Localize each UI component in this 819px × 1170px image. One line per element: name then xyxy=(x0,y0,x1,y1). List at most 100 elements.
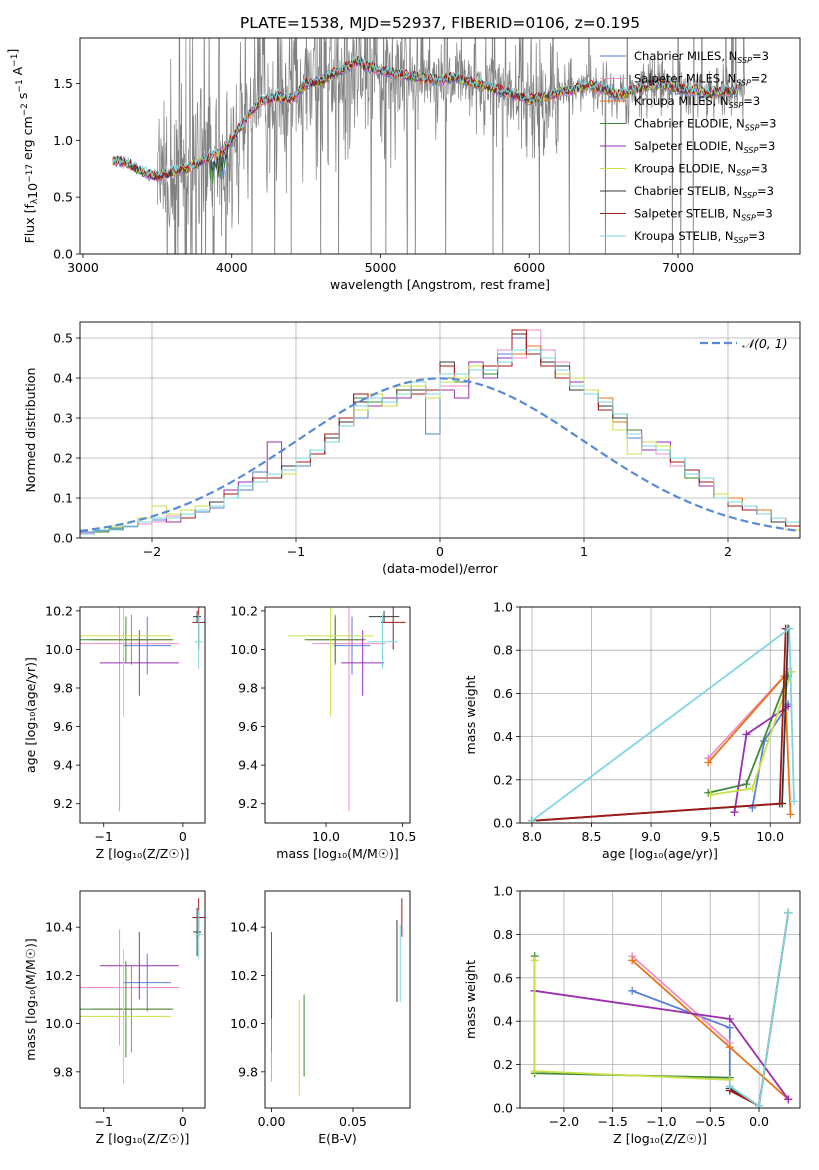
y-tick-label: 0.2 xyxy=(493,1057,513,1072)
y-tick-label: 0.4 xyxy=(493,1014,513,1029)
y-tick-label: 10.2 xyxy=(45,603,73,618)
weight-line-5 xyxy=(710,671,793,796)
legend-entry: Salpeter ELODIE, NSSP=3 xyxy=(634,139,775,155)
weight-marker-2 xyxy=(704,758,713,767)
x-tick-label: −1 xyxy=(95,1114,113,1129)
x-tick-label: 10.0 xyxy=(312,829,340,844)
x-tick-label: 0 xyxy=(179,1114,187,1129)
x-tick-label: 9.0 xyxy=(641,829,661,844)
y-tick-label: 1.0 xyxy=(493,884,513,899)
y-tick-label: 9.4 xyxy=(238,758,258,773)
y-tick-label: 9.6 xyxy=(238,719,258,734)
legend-entry: Kroupa MILES, NSSP=3 xyxy=(634,94,760,110)
y-tick-label: 10.0 xyxy=(45,1016,73,1031)
x-tick-label: 9.5 xyxy=(701,829,721,844)
plot-area xyxy=(112,38,746,254)
x-tick-label: −1.5 xyxy=(598,1114,628,1129)
y-tick-label: 9.8 xyxy=(53,1064,73,1079)
y-tick-label: 9.2 xyxy=(53,796,73,811)
y-tick-label: 0.0 xyxy=(493,1101,513,1116)
plot-area xyxy=(530,908,793,1108)
y-tick-label: 0.0 xyxy=(53,247,73,262)
y-tick-label: 1.5 xyxy=(53,76,73,91)
weight-marker-8 xyxy=(755,1101,764,1108)
y-tick-label: 0.2 xyxy=(493,772,513,787)
y-tick-label: 10.0 xyxy=(230,1016,258,1031)
y-tick-label: 0.6 xyxy=(493,686,513,701)
legend-entry: Chabrier STELIB, NSSP=3 xyxy=(634,184,774,200)
axes-frame xyxy=(79,606,206,824)
x-tick-label: 0 xyxy=(179,829,187,844)
x-tick-label: 8.0 xyxy=(522,829,542,844)
weight-line-0 xyxy=(631,989,731,1089)
x-tick-label: −1 xyxy=(287,544,305,559)
y-tick-label: 0.4 xyxy=(53,371,73,386)
weight-marker-3 xyxy=(742,780,751,789)
weight-marker-2 xyxy=(628,956,637,965)
y-axis-label: mass weight xyxy=(463,960,478,1039)
y-tick-label: 9.6 xyxy=(53,719,73,734)
x-tick-label: 7000 xyxy=(662,260,694,275)
x-axis-label: mass [log₁₀(M/M☉)] xyxy=(276,846,398,861)
y-tick-label: 0.8 xyxy=(493,643,513,658)
panel-spectrum: 3000 4000 5000 6000 7000 0.0 0.5 1.0 1.5 waveleng… xyxy=(5,37,801,292)
y-tick-label: 0.2 xyxy=(53,451,73,466)
panel-age-vs-mass: 10.0 10.5 9.2 9.4 9.6 9.8 10.0 10.2 mass [log₁₀(… xyxy=(230,603,416,861)
axes-frame xyxy=(79,37,801,255)
weight-marker-8 xyxy=(790,797,799,806)
plot-area xyxy=(80,329,800,535)
x-tick-label: 6000 xyxy=(513,260,545,275)
legend-entry: Kroupa STELIB, NSSP=3 xyxy=(634,229,765,245)
plot-area xyxy=(287,607,406,812)
axes-frame xyxy=(519,606,801,824)
y-axis-label: mass [log₁₀(M/M☉)] xyxy=(23,938,38,1060)
weight-marker-4 xyxy=(730,808,739,817)
x-tick-label: −1.0 xyxy=(646,1114,676,1129)
x-axis-label: (data-model)/error xyxy=(382,561,499,576)
histogram-8 xyxy=(80,349,800,535)
x-tick-label: −0.5 xyxy=(695,1114,725,1129)
x-tick-label: 0.00 xyxy=(258,1114,286,1129)
y-tick-label: 10.4 xyxy=(45,920,73,935)
y-tick-label: 0.0 xyxy=(53,531,73,546)
plot-area xyxy=(80,898,205,1084)
weight-marker-4 xyxy=(784,1095,793,1104)
legend-entry: Chabrier ELODIE, NSSP=3 xyxy=(634,117,776,133)
y-tick-label: 10.4 xyxy=(230,920,258,935)
y-tick-label: 0.5 xyxy=(53,331,73,346)
weight-marker-5 xyxy=(530,956,539,965)
weight-marker-4 xyxy=(725,1015,734,1024)
model-spectrum-8 xyxy=(112,56,738,178)
y-tick-label: 10.0 xyxy=(230,642,258,657)
y-tick-label: 0.8 xyxy=(493,927,513,942)
panel-weight-vs-age: 8.0 8.5 9.0 9.5 10.0 0.0 0.2 0.4 0.6 0.8 1.0 age [l… xyxy=(463,600,801,861)
y-tick-label: 10.2 xyxy=(230,603,258,618)
x-tick-label: 4000 xyxy=(216,260,248,275)
y-tick-label: 9.8 xyxy=(53,681,73,696)
x-axis-label: E(B-V) xyxy=(318,1131,357,1146)
y-tick-label: 9.2 xyxy=(238,796,258,811)
gaussian-curve xyxy=(80,377,800,533)
y-tick-label: 9.8 xyxy=(238,1064,258,1079)
x-tick-label: −2 xyxy=(143,544,161,559)
panel-mass-vs-Z: −1 0 9.8 10.0 10.2 10.4 Z [log₁₀(Z/Z☉)] mass [l… xyxy=(23,890,206,1146)
x-tick-label: 5000 xyxy=(365,260,397,275)
weight-marker-0 xyxy=(628,986,637,995)
panel-weight-vs-Z: −2.0 −1.5 −1.0 −0.5 0.0 0.0 0.2 0.4 0.6 0.8 1.0 Z [… xyxy=(463,884,801,1146)
x-tick-label: 10.0 xyxy=(756,829,784,844)
weight-marker-4 xyxy=(742,730,751,739)
y-axis-label: Flux [fλ10−17 erg cm−2 s−1 A−1] xyxy=(5,49,40,244)
panel-residuals: −2 −1 0 1 2 0.0 0.1 0.2 0.3 0.4 0.5 (data-model)/er… xyxy=(23,321,801,576)
panel-age-vs-Z: −1 0 9.2 9.4 9.6 9.8 10.0 10.2 Z [log₁₀(Z/Z☉)] ag… xyxy=(23,603,206,861)
y-tick-label: 0.4 xyxy=(493,729,513,744)
x-tick-label: −2.0 xyxy=(549,1114,579,1129)
y-tick-label: 0.5 xyxy=(53,190,73,205)
spectrum-data-line xyxy=(157,38,746,254)
y-tick-label: 1.0 xyxy=(493,600,513,615)
x-tick-label: 1 xyxy=(580,544,588,559)
weight-marker-5 xyxy=(787,667,796,676)
x-tick-label: 0.0 xyxy=(749,1114,769,1129)
x-axis-label: Z [log₁₀(Z/Z☉)] xyxy=(613,1131,707,1146)
y-tick-label: 10.2 xyxy=(230,968,258,983)
axes-frame xyxy=(264,606,411,824)
